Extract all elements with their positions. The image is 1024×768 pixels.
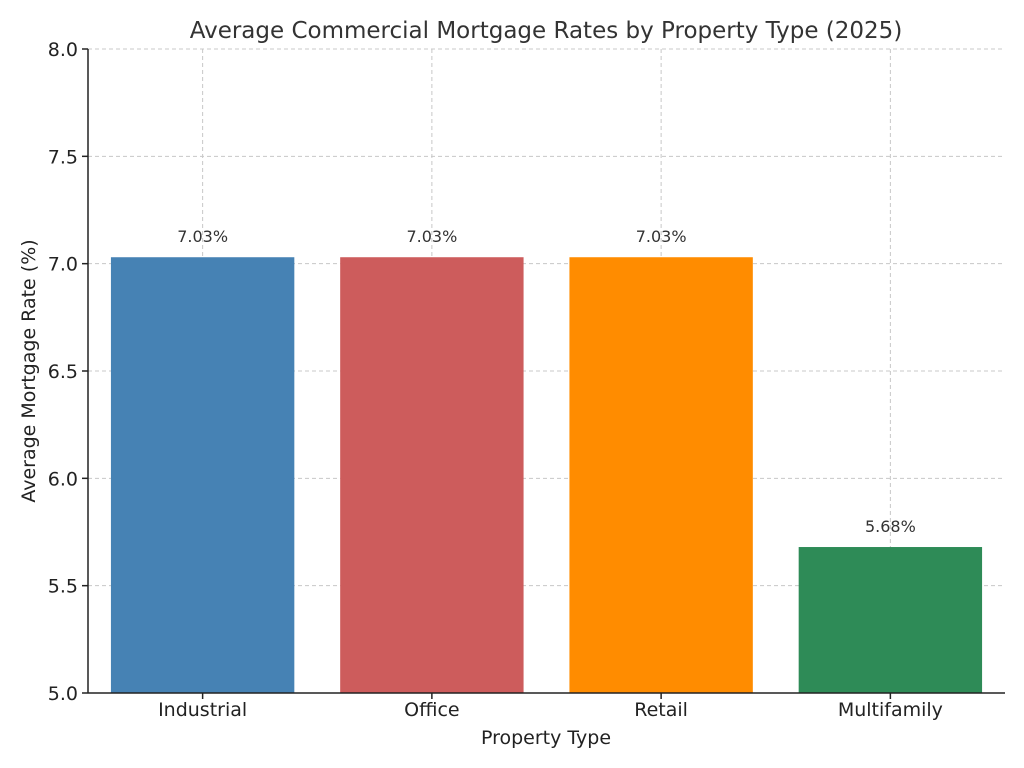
- y-tick-label: 6.5: [48, 361, 78, 383]
- bar-industrial: [110, 257, 295, 693]
- y-tick-label: 5.5: [48, 576, 78, 598]
- bars: [110, 257, 983, 693]
- y-axis-ticks: 5.0 5.5 6.0 6.5 7.0 7.5 8.0: [48, 39, 88, 705]
- bar-retail: [569, 257, 753, 693]
- y-tick-label: 5.0: [48, 683, 78, 705]
- chart-title: Average Commercial Mortgage Rates by Pro…: [190, 18, 903, 44]
- bar-multifamily: [798, 547, 983, 693]
- y-tick-label: 8.0: [48, 39, 78, 61]
- x-tick-label: Multifamily: [838, 699, 943, 721]
- x-tick-label: Industrial: [158, 699, 247, 721]
- data-labels: 7.03% 7.03% 7.03% 5.68%: [177, 227, 916, 536]
- x-tick-label: Retail: [634, 699, 688, 721]
- data-label-industrial: 7.03%: [177, 227, 228, 246]
- data-label-office: 7.03%: [406, 227, 457, 246]
- data-label-retail: 7.03%: [636, 227, 687, 246]
- data-label-multifamily: 5.68%: [865, 517, 916, 536]
- x-axis-title: Property Type: [481, 727, 611, 749]
- y-tick-label: 7.0: [48, 254, 78, 276]
- y-axis-title: Average Mortgage Rate (%): [18, 239, 40, 502]
- bar-office: [340, 257, 524, 693]
- y-tick-label: 6.0: [48, 468, 78, 490]
- x-axis-ticks: Industrial Office Retail Multifamily: [158, 693, 943, 721]
- y-tick-label: 7.5: [48, 146, 78, 168]
- x-tick-label: Office: [404, 699, 459, 721]
